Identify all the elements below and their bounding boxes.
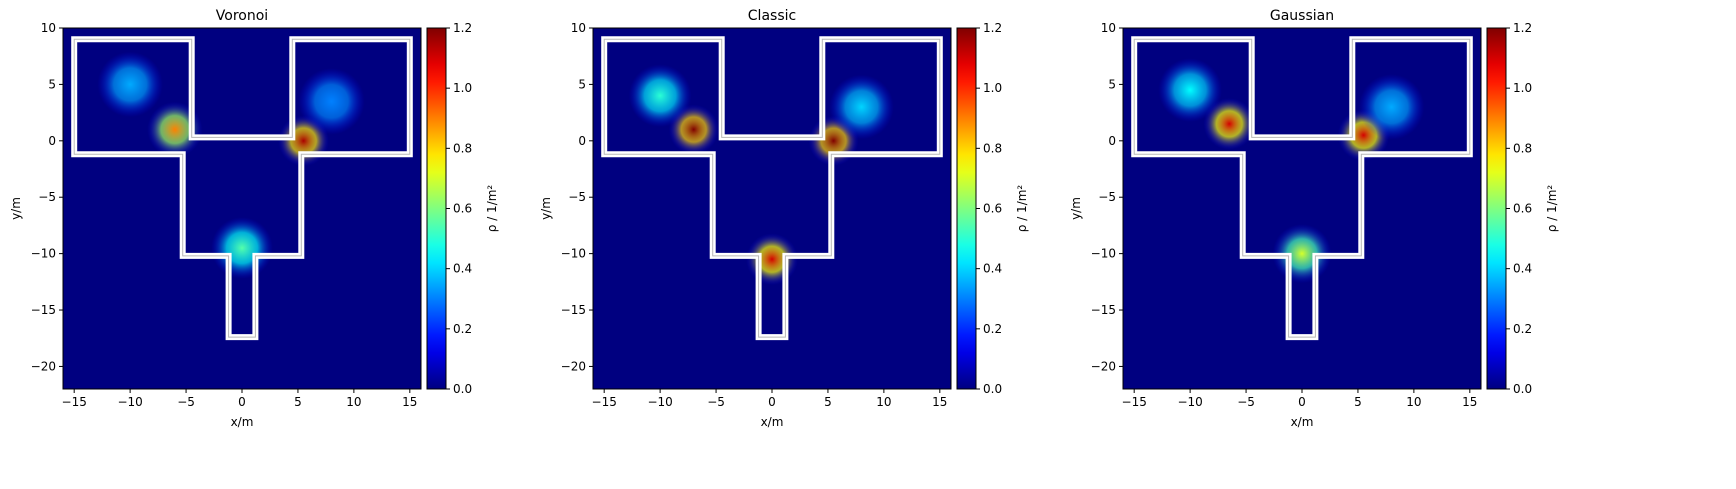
colorbar-label: ρ / 1/m² — [1545, 185, 1559, 233]
y-tick-label: −20 — [31, 359, 56, 373]
density-hotspot — [298, 68, 365, 135]
colorbar-tick-label: 0.0 — [453, 382, 472, 396]
colorbar-tick-label: 0.6 — [1513, 202, 1532, 216]
colorbar-tick-label: 0.0 — [1513, 382, 1532, 396]
x-tick-label: 5 — [294, 395, 302, 409]
density-hotspot — [1358, 74, 1425, 140]
x-tick-label: −15 — [1122, 395, 1147, 409]
x-tick-label: 5 — [824, 395, 832, 409]
x-tick-label: −5 — [707, 395, 725, 409]
geometry-walls-edge — [73, 38, 411, 338]
y-tick-label: −5 — [1098, 190, 1116, 204]
x-tick-label: 10 — [346, 395, 361, 409]
x-axis-label: x/m — [231, 415, 254, 429]
x-tick-label: 10 — [876, 395, 891, 409]
colorbar-tick-label: 0.8 — [1513, 141, 1532, 155]
chart-title: Gaussian — [1270, 8, 1334, 24]
y-tick-label: 10 — [41, 21, 56, 35]
geometry-walls-edge — [1133, 38, 1471, 338]
y-tick-label: 5 — [578, 77, 586, 91]
x-tick-label: 5 — [1354, 395, 1362, 409]
colorbar-tick-label: 0.2 — [1513, 322, 1532, 336]
x-tick-label: 0 — [768, 395, 776, 409]
y-tick-label: −20 — [561, 359, 586, 373]
panel-voronoi: Voronoi −15 −10 −5 0 5 10 15 −20 −15 −10 −5 0 5 10 x/m y… — [9, 8, 499, 429]
y-tick-label: −10 — [561, 247, 586, 261]
panel-gaussian: Gaussian −15 −10 −5 0 5 10 15 −20 −15 −10 −5 0 5 10 x/m… — [1069, 8, 1559, 429]
chart-title: Voronoi — [216, 8, 268, 24]
colorbar-tick-label: 0.6 — [983, 202, 1002, 216]
colorbar-tick-label: 1.2 — [453, 21, 472, 35]
x-tick-label: −5 — [177, 395, 195, 409]
y-tick-label: −15 — [31, 303, 56, 317]
y-tick-label: −5 — [568, 190, 586, 204]
x-tick-label: −10 — [1177, 395, 1202, 409]
colorbar-label: ρ / 1/m² — [1015, 185, 1029, 233]
colorbar-tick-label: 0.4 — [453, 262, 472, 276]
colorbar-tick-label: 0.2 — [453, 322, 472, 336]
colorbar-tick-label: 0.8 — [453, 141, 472, 155]
x-tick-label: 10 — [1406, 395, 1421, 409]
colorbar — [956, 27, 977, 390]
y-tick-label: −5 — [38, 190, 56, 204]
colorbar-tick-label: 0.2 — [983, 322, 1002, 336]
colorbar-tick-label: 0.8 — [983, 141, 1002, 155]
geometry-walls-edge — [603, 38, 941, 338]
x-axis-label: x/m — [761, 415, 784, 429]
y-axis-label: y/m — [539, 197, 553, 220]
x-tick-label: −5 — [1237, 395, 1255, 409]
y-tick-label: 5 — [1108, 77, 1116, 91]
x-tick-label: 15 — [1462, 395, 1477, 409]
colorbar-tick-label: 0.0 — [983, 382, 1002, 396]
colorbar-tick-label: 0.4 — [1513, 262, 1532, 276]
y-axis-label: y/m — [1069, 197, 1083, 220]
density-hotspot — [1203, 97, 1256, 150]
colorbar-tick-label: 0.4 — [983, 262, 1002, 276]
colorbar-tick-label: 1.0 — [1513, 81, 1532, 95]
y-tick-label: 0 — [48, 134, 56, 148]
colorbar-tick-label: 1.2 — [1513, 21, 1532, 35]
x-axis-label: x/m — [1291, 415, 1314, 429]
density-hotspot — [97, 51, 163, 118]
y-tick-label: −15 — [1091, 303, 1116, 317]
density-hotspot — [211, 217, 273, 279]
y-tick-label: 10 — [1101, 21, 1116, 35]
colorbar — [426, 27, 447, 390]
y-tick-label: −15 — [561, 303, 586, 317]
y-tick-label: 5 — [48, 77, 56, 91]
x-tick-label: 15 — [932, 395, 947, 409]
density-hotspot — [829, 74, 894, 140]
x-tick-label: −10 — [117, 395, 142, 409]
x-tick-label: −15 — [592, 395, 617, 409]
chart-title: Classic — [748, 8, 796, 24]
colorbar — [1486, 27, 1507, 390]
colorbar-tick-label: 0.6 — [453, 202, 472, 216]
x-tick-label: −15 — [62, 395, 87, 409]
x-tick-label: 15 — [402, 395, 417, 409]
colorbar-tick-label: 1.0 — [983, 81, 1002, 95]
y-tick-label: −10 — [31, 247, 56, 261]
x-tick-label: −10 — [647, 395, 672, 409]
density-hotspot — [628, 64, 692, 128]
x-tick-label: 0 — [238, 395, 246, 409]
x-tick-label: 0 — [1298, 395, 1306, 409]
y-tick-label: 0 — [1108, 134, 1116, 148]
colorbar-tick-label: 1.2 — [983, 21, 1002, 35]
density-hotspot — [1158, 58, 1222, 122]
colorbar-label: ρ / 1/m² — [485, 185, 499, 233]
y-tick-label: 10 — [571, 21, 586, 35]
density-hotspot — [746, 233, 798, 286]
colorbar-tick-label: 1.0 — [453, 81, 472, 95]
y-tick-label: 0 — [578, 134, 586, 148]
y-tick-label: −20 — [1091, 359, 1116, 373]
y-axis-label: y/m — [9, 197, 23, 220]
panel-classic: Classic −15 −10 −5 0 5 10 15 −20 −15 −10 −5 0 5 10 x/m y… — [539, 8, 1029, 429]
y-tick-label: −10 — [1091, 247, 1116, 261]
